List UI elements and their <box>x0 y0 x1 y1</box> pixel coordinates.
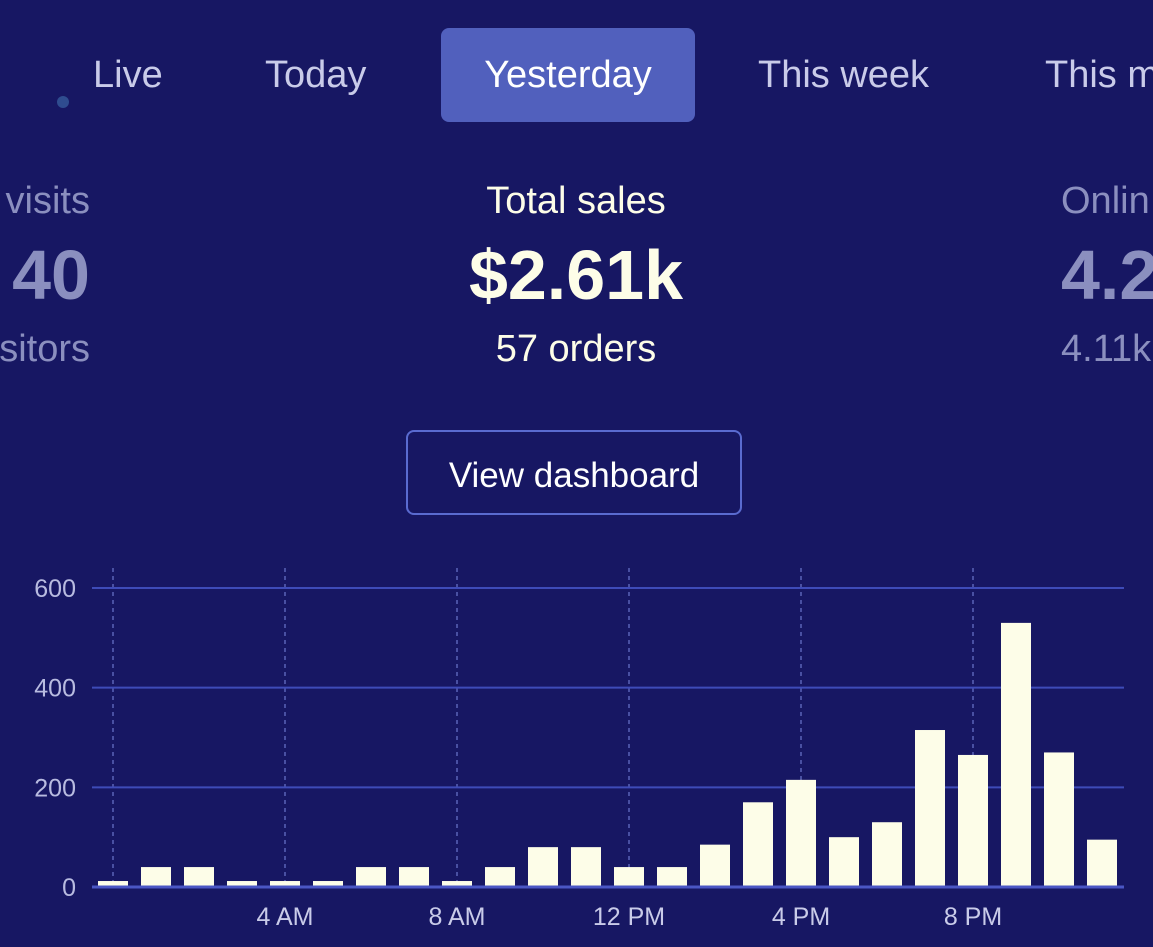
bar-15 <box>743 802 773 887</box>
online-metric[interactable]: Onlin 4.2 4.11k <box>1061 180 1153 390</box>
online-sub: 4.11k <box>1061 328 1152 370</box>
bar-23 <box>1087 839 1117 887</box>
sales-bar-chart: 600 400 200 0 4 AM 8 AM 12 PM 4 PM 8 PM <box>34 568 1124 931</box>
y-tick-label: 600 <box>34 575 76 603</box>
bar-3 <box>227 881 257 887</box>
period-tabs: Live Today Yesterday This week This m <box>0 28 1153 122</box>
bar-10 <box>528 847 558 887</box>
y-tick-label: 0 <box>62 874 76 902</box>
bar-20 <box>958 754 988 887</box>
orders-count: 57 orders <box>495 328 657 370</box>
bar-11 <box>571 847 601 887</box>
bar-12 <box>614 867 644 887</box>
live-dot-icon <box>57 96 69 108</box>
bar-16 <box>786 779 816 887</box>
bar-9 <box>485 867 515 887</box>
bar-2 <box>184 867 214 887</box>
online-value: 4.2 <box>1061 236 1153 314</box>
bar-0 <box>98 881 128 887</box>
bar-5 <box>313 881 343 887</box>
bar-19 <box>915 730 945 887</box>
bar-17 <box>829 837 859 887</box>
tab-live[interactable]: Live <box>93 54 163 96</box>
tab-yesterday[interactable]: Yesterday <box>441 28 695 122</box>
y-tick-label: 400 <box>34 675 76 703</box>
bar-6 <box>356 867 386 887</box>
tab-today[interactable]: Today <box>265 54 367 96</box>
y-tick-label: 200 <box>34 774 76 802</box>
online-label: Onlin <box>1061 180 1150 222</box>
bar-4 <box>270 881 300 887</box>
view-dashboard-button[interactable]: View dashboard <box>406 430 742 515</box>
tab-this-month[interactable]: This m <box>1045 54 1153 96</box>
tab-this-week[interactable]: This week <box>758 54 930 96</box>
bar-1 <box>141 867 171 887</box>
visits-label: visits <box>5 180 90 222</box>
total-sales-label: Total sales <box>486 180 666 222</box>
bar-14 <box>700 844 730 887</box>
bar-21 <box>1001 622 1031 887</box>
bar-22 <box>1044 752 1074 887</box>
total-sales-metric[interactable]: Total sales $2.61k 57 orders <box>376 180 776 390</box>
bar-13 <box>657 867 687 887</box>
x-tick-label: 8 AM <box>429 903 486 931</box>
bar-7 <box>399 867 429 887</box>
bar-8 <box>442 881 472 887</box>
total-sales-value: $2.61k <box>468 236 684 314</box>
x-tick-label: 4 AM <box>257 903 314 931</box>
bar-18 <box>872 822 902 887</box>
x-tick-label: 8 PM <box>944 903 1002 931</box>
visitors-sub: sitors <box>0 328 90 370</box>
visits-value: 40 <box>12 236 90 314</box>
visits-metric[interactable]: visits 40 sitors <box>0 180 110 390</box>
x-tick-label: 4 PM <box>772 903 830 931</box>
x-tick-label: 12 PM <box>593 903 665 931</box>
